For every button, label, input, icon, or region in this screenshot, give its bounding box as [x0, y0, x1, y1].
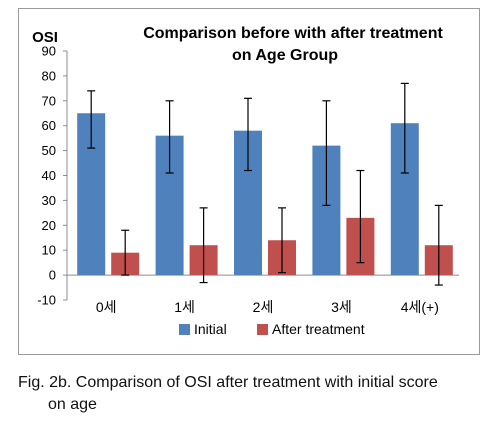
- y-tick-label: 30: [42, 193, 56, 208]
- y-tick-label: 50: [42, 143, 56, 158]
- y-tick-label: 90: [42, 44, 56, 59]
- x-tick-label: 0세: [96, 299, 117, 315]
- chart-svg: Comparison before with after treatment o…: [32, 25, 459, 337]
- legend-swatch-initial: [179, 324, 190, 335]
- y-axis-label: OSI: [32, 29, 58, 46]
- chart-frame: Comparison before with after treatment o…: [18, 8, 480, 355]
- y-tick-label: 70: [42, 93, 56, 108]
- chart-subtitle: on Age Group: [232, 47, 338, 64]
- legend: Initial After treatment: [179, 321, 365, 337]
- x-tick-label: 3세: [331, 299, 352, 315]
- x-tick-label: 1세: [174, 299, 195, 315]
- legend-swatch-after-treatment: [257, 324, 268, 335]
- legend-label-initial: Initial: [194, 321, 227, 337]
- y-tick-label: 60: [42, 118, 56, 133]
- caption-line-1: Fig. 2b. Comparison of OSI after treatme…: [18, 374, 438, 391]
- y-tick-label: 40: [42, 168, 56, 183]
- y-tick-label: 20: [42, 218, 56, 233]
- y-tick-label: 10: [42, 243, 56, 258]
- y-tick-label: 80: [42, 68, 56, 83]
- caption-line-2: on age: [48, 396, 97, 413]
- legend-label-after-treatment: After treatment: [272, 321, 365, 337]
- x-tick-label: 4세(+): [401, 299, 439, 315]
- plot-area: -10 0 10 20 30 40 50 60 70 80 90 0세 1세 2세 3세 4세(+): [37, 44, 459, 315]
- chart-title: Comparison before with after treatment: [143, 25, 443, 42]
- x-tick-label: 2세: [253, 299, 274, 315]
- y-tick-label: -10: [37, 293, 56, 308]
- y-tick-label: 0: [49, 268, 56, 283]
- figure-caption: Fig. 2b. Comparison of OSI after treatme…: [18, 372, 488, 416]
